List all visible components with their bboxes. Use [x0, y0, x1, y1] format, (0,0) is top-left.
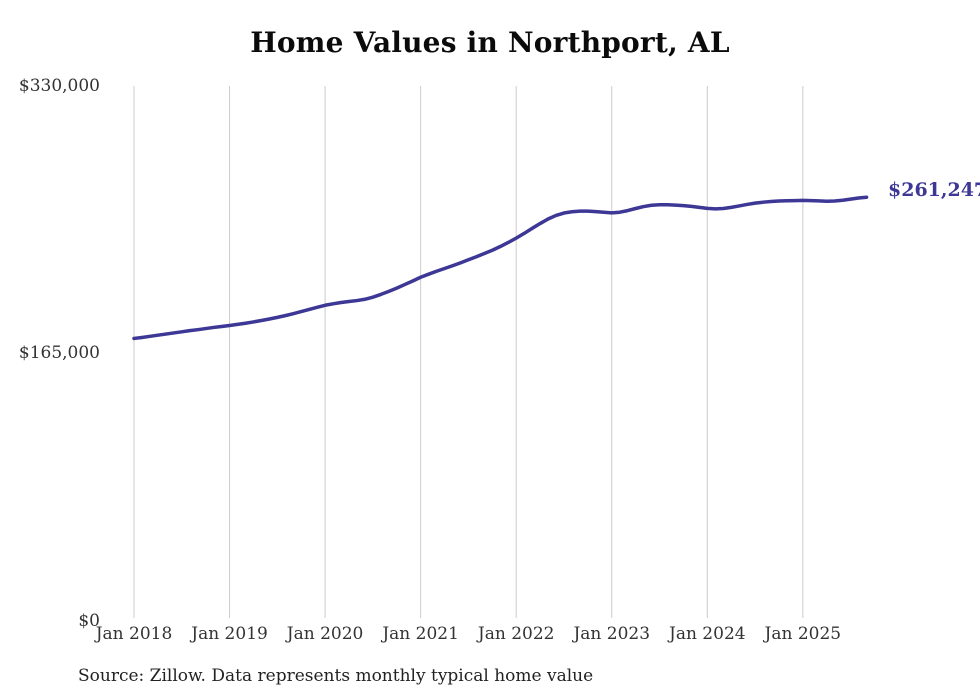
x-axis-label: Jan 2018 [95, 624, 173, 644]
value-line [132, 195, 869, 341]
x-axis-label: Jan 2024 [669, 624, 746, 644]
y-axis-label-165000: $165,000 [18, 343, 100, 363]
line-end-value-label: $261,247 [888, 179, 980, 201]
chart-title: Home Values in Northport, AL [250, 26, 730, 59]
x-axis-label: Jan 2023 [573, 624, 651, 644]
y-axis-label-0: $0 [78, 611, 100, 631]
x-axis-label: Jan 2025 [764, 624, 842, 644]
source-note: Source: Zillow. Data represents monthly … [78, 666, 594, 686]
y-axis-label-330000: $330,000 [18, 76, 100, 96]
x-axis-label: Jan 2022 [477, 624, 555, 644]
x-axis-label: Jan 2019 [191, 624, 268, 644]
x-axis-label: Jan 2020 [286, 624, 364, 644]
x-axis-label: Jan 2021 [382, 624, 459, 644]
